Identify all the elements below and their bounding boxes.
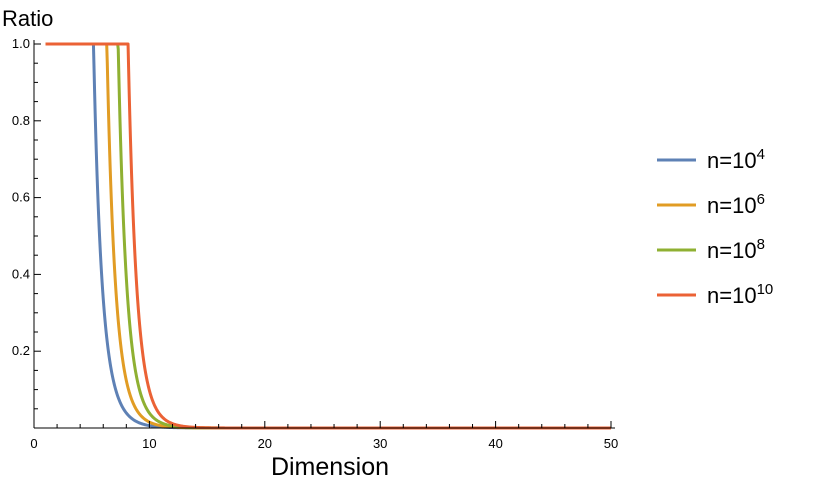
- legend-label: n=106: [707, 191, 765, 218]
- y-tick-label: 0.4: [12, 266, 30, 281]
- x-tick-label: 10: [142, 436, 156, 451]
- x-axis-title: Dimension: [271, 453, 389, 478]
- legend-item-3: n=108: [657, 236, 765, 263]
- y-axis-title: Ratio: [2, 6, 53, 31]
- axes: [33, 40, 615, 429]
- plot-area: 0 10 20 30 40 50 0.2 0.4 0.6 0.8 1.0: [12, 36, 618, 451]
- x-tick-label: 50: [604, 436, 618, 451]
- legend-item-4: n=1010: [657, 281, 773, 308]
- legend-label: n=108: [707, 236, 765, 263]
- y-tick-label: 1.0: [12, 36, 30, 51]
- legend-label: n=104: [707, 146, 765, 173]
- legend: n=104 n=106 n=108 n=1010: [657, 146, 773, 308]
- x-tick-label: 30: [373, 436, 387, 451]
- x-tick-label: 20: [258, 436, 272, 451]
- legend-item-2: n=106: [657, 191, 765, 218]
- series-lines: [44, 42, 612, 430]
- y-tick-label: 0.2: [12, 343, 30, 358]
- legend-label: n=1010: [707, 281, 773, 308]
- series-line-4: [44, 42, 612, 430]
- y-tick-label: 0.6: [12, 190, 30, 205]
- x-tick-label: 0: [30, 436, 37, 451]
- x-tick-label: 40: [488, 436, 502, 451]
- y-tick-label: 0.8: [12, 113, 30, 128]
- legend-item-1: n=104: [657, 146, 765, 173]
- ticks: 0 10 20 30 40 50 0.2 0.4 0.6 0.8 1.0: [12, 36, 618, 451]
